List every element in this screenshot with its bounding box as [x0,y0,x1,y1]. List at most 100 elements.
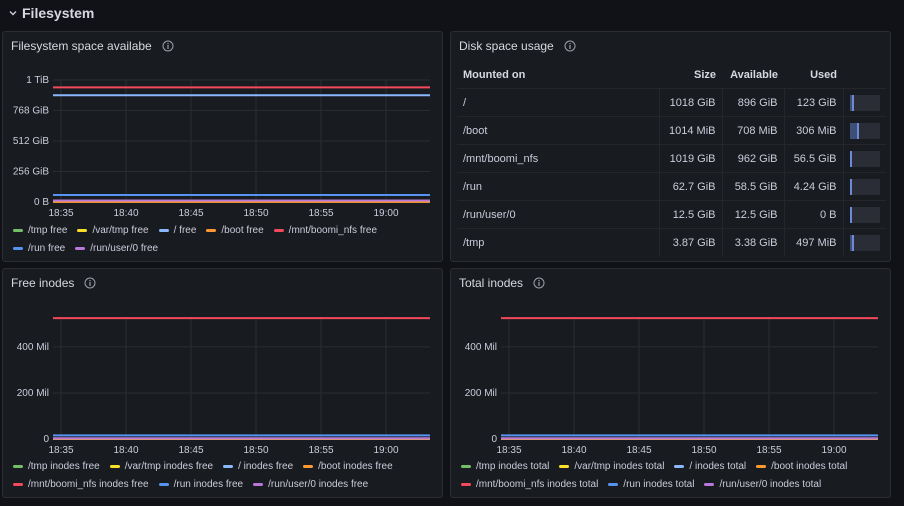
legend-item[interactable]: / inodes free [223,459,293,473]
cell-size: 1019 GiB [658,144,722,173]
legend-swatch [158,228,169,232]
table-row: /boot 1014 MiB 708 MiB 306 MiB [457,116,886,145]
legend-swatch [158,482,169,486]
legend-item[interactable]: /run free [13,241,65,255]
cell-used-gauge [842,228,886,256]
legend-item[interactable]: /var/tmp free [77,223,149,237]
legend-swatch [223,464,234,468]
legend-item[interactable]: /boot inodes total [756,459,847,473]
legend-label: /run free [28,242,66,254]
y-tick-label: 256 GiB [13,167,49,178]
legend-item[interactable]: /mnt/boomi_nfs free [273,223,378,237]
used-gauge [849,122,880,139]
row-header-filesystem[interactable]: Filesystem [8,4,94,22]
legend-item[interactable]: /run/user/0 free [75,241,158,255]
y-tick-label: 400 Mil [465,342,497,353]
panel-header[interactable]: Total inodes [459,276,545,290]
x-tick-label: 19:00 [821,445,846,456]
chevron-down-icon [9,11,17,16]
legend-swatch [13,482,23,486]
legend-swatch [756,464,767,468]
legend-label: /boot inodes free [318,460,393,472]
legend-item[interactable]: /run inodes total [608,477,694,491]
legend-label: /boot inodes total [771,460,848,472]
x-tick-label: 18:55 [756,445,781,456]
legend-label: /tmp inodes total [476,460,550,472]
info-icon[interactable] [84,277,96,289]
legend-label: /tmp free [28,224,68,236]
legend-label: /mnt/boomi_nfs inodes total [476,478,599,490]
legend-item[interactable]: /var/tmp inodes free [109,459,213,473]
column-header-available[interactable]: Available [730,69,778,81]
panel-header[interactable]: Free inodes [11,276,96,290]
cell-available: 58.5 GiB [721,172,784,201]
legend-free-inodes: /tmp inodes free/var/tmp inodes free / in… [13,459,433,491]
panel-title: Total inodes [459,276,524,290]
used-gauge [849,94,880,111]
cell-available: 3.38 GiB [721,228,784,256]
x-tick-label: 18:40 [561,445,586,456]
cell-used: 56.5 GiB [783,144,843,173]
row-title: Filesystem [22,5,95,21]
legend-swatch [77,228,88,232]
legend-item[interactable]: /mnt/boomi_nfs inodes total [461,477,598,491]
legend-label: /mnt/boomi_nfs free [288,224,378,236]
used-gauge [849,178,880,195]
used-gauge-fill [849,178,852,195]
used-gauge-fill [849,150,852,167]
info-icon[interactable] [162,40,174,52]
cell-used-gauge [842,144,886,173]
legend-swatch [674,464,685,468]
info-icon[interactable] [564,40,576,52]
legend-swatch [303,464,314,468]
y-tick-label: 200 Mil [465,388,497,399]
panel-title: Filesystem space availabe [11,39,152,53]
legend-swatch [704,482,715,486]
x-tick-label: 18:35 [496,445,521,456]
legend-item[interactable]: /run/user/0 inodes free [253,477,368,491]
legend-swatch [608,482,619,486]
y-tick-label: 512 GiB [13,136,49,147]
panel-header[interactable]: Filesystem space availabe [11,39,174,53]
legend-swatch [75,246,86,250]
column-header-size[interactable]: Size [693,69,716,81]
y-tick-label: 768 GiB [13,106,49,117]
legend-item[interactable]: /run inodes free [158,477,243,491]
cell-size: 62.7 GiB [658,172,722,201]
legend-item[interactable]: /var/tmp inodes total [559,459,664,473]
column-header-mounted-on[interactable]: Mounted on [463,69,526,81]
chart-free-inodes: 0 200 Mil 400 Mil 18:35 18:40 18:45 18:50 18:55… [17,317,430,456]
legend-swatch [109,464,120,468]
legend-item[interactable]: /mnt/boomi_nfs inodes free [13,477,149,491]
x-tick-label: 19:00 [373,208,398,219]
cell-size: 3.87 GiB [658,228,722,256]
info-icon[interactable] [533,277,545,289]
cell-size: 1014 MiB [658,116,722,145]
x-tick-label: 18:40 [113,208,138,219]
x-tick-label: 18:55 [308,445,333,456]
legend-item[interactable]: / inodes total [674,459,746,473]
x-tick-label: 18:45 [626,445,651,456]
legend-item[interactable]: /tmp inodes free [13,459,100,473]
x-tick-label: 18:50 [243,445,268,456]
legend-label: /run/user/0 inodes total [719,478,822,490]
legend-swatch [559,464,570,468]
table-row: /mnt/boomi_nfs 1019 GiB 962 GiB 56.5 GiB [457,144,886,173]
table-row: /1018 GiB 896 GiB 123 GiB [457,88,886,117]
used-gauge [849,150,880,167]
legend-label: / inodes total [689,460,747,472]
panel-header[interactable]: Disk space usage [459,39,576,53]
cell-available: 896 GiB [721,88,784,117]
column-header-used[interactable]: Used [810,69,837,81]
panel-total-inodes: Total inodes 0 200 Mil 400 Mil 18:35 18:40 18… [450,268,891,498]
legend-item[interactable]: /tmp inodes total [461,459,549,473]
legend-item[interactable]: /boot free [206,223,264,237]
legend-item[interactable]: /tmp free [13,223,67,237]
legend-item[interactable]: /run/user/0 inodes total [704,477,821,491]
legend-item[interactable]: / free [158,223,196,237]
cell-used: 4.24 GiB [783,172,843,201]
used-gauge-fill [849,234,854,251]
legend-item[interactable]: /boot inodes free [303,459,393,473]
x-tick-label: 18:45 [178,445,203,456]
cell-size: 1018 GiB [658,88,722,117]
